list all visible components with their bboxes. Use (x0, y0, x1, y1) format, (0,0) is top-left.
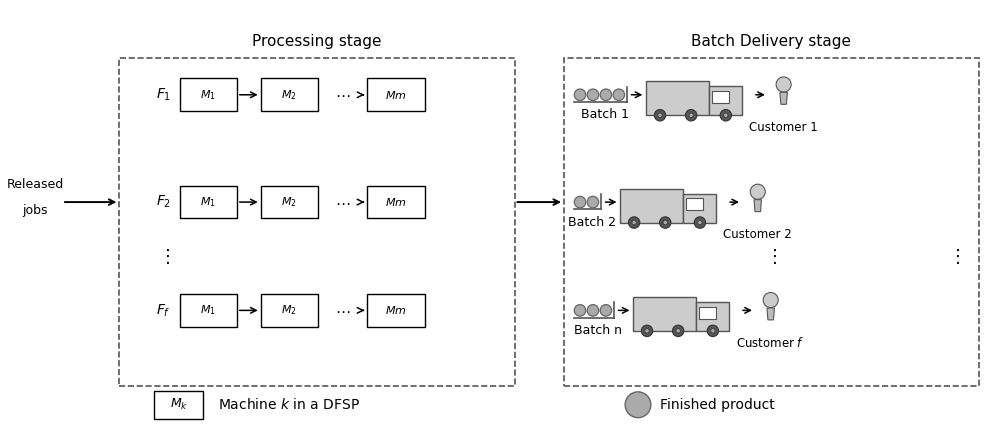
Text: $M_1$: $M_1$ (200, 88, 216, 102)
Text: $Mm$: $Mm$ (385, 196, 407, 208)
Text: $\vdots$: $\vdots$ (765, 247, 777, 266)
Text: Processing stage: Processing stage (252, 34, 382, 49)
Bar (712, 91, 729, 103)
Circle shape (676, 329, 680, 333)
Polygon shape (754, 199, 761, 211)
Text: Batch 1: Batch 1 (581, 109, 629, 121)
Text: $F_1$: $F_1$ (156, 87, 171, 103)
Circle shape (698, 221, 702, 225)
Circle shape (587, 196, 599, 208)
Text: $\cdots$: $\cdots$ (335, 303, 350, 318)
Circle shape (587, 305, 599, 316)
Text: $M_2$: $M_2$ (281, 303, 297, 317)
Text: $\vdots$: $\vdots$ (948, 247, 960, 266)
Circle shape (694, 217, 706, 228)
Text: $F_2$: $F_2$ (156, 194, 171, 210)
Circle shape (600, 89, 612, 100)
Text: $M_2$: $M_2$ (281, 195, 297, 209)
Circle shape (625, 392, 651, 418)
Circle shape (689, 113, 693, 118)
Bar (367, 79, 425, 111)
Circle shape (641, 325, 653, 337)
Text: Customer 1: Customer 1 (749, 121, 818, 133)
Polygon shape (767, 308, 774, 320)
Circle shape (720, 109, 731, 121)
Text: Machine $k$ in a DFSP: Machine $k$ in a DFSP (218, 397, 360, 412)
Circle shape (672, 325, 684, 337)
Bar (261, 294, 318, 327)
Circle shape (587, 89, 599, 100)
Text: $\cdots$: $\cdots$ (335, 87, 350, 102)
Bar (180, 79, 237, 111)
Bar (620, 189, 683, 223)
Bar (180, 186, 237, 218)
Circle shape (574, 305, 586, 316)
Text: $Mm$: $Mm$ (385, 89, 407, 101)
Text: $M_1$: $M_1$ (200, 195, 216, 209)
Text: Released: Released (7, 178, 64, 191)
Text: jobs: jobs (23, 203, 48, 217)
Text: $\vdots$: $\vdots$ (158, 247, 170, 266)
Text: $\cdots$: $\cdots$ (335, 195, 350, 210)
Circle shape (707, 325, 719, 337)
Bar (367, 294, 425, 327)
Circle shape (763, 293, 778, 308)
Bar (646, 82, 709, 115)
Polygon shape (780, 92, 787, 104)
Circle shape (613, 89, 625, 100)
Circle shape (685, 109, 697, 121)
Circle shape (628, 217, 640, 228)
Circle shape (645, 329, 649, 333)
Circle shape (711, 329, 715, 333)
Bar (261, 186, 318, 218)
Text: Customer 2: Customer 2 (723, 228, 792, 241)
Circle shape (660, 217, 671, 228)
Circle shape (750, 184, 765, 199)
Circle shape (658, 113, 662, 118)
Text: $M_k$: $M_k$ (170, 397, 188, 412)
Bar (683, 194, 716, 223)
Bar (709, 86, 742, 115)
Bar (699, 307, 716, 319)
Text: Batch n: Batch n (574, 324, 622, 337)
Text: $F_f$: $F_f$ (156, 302, 171, 319)
Text: $M_2$: $M_2$ (281, 88, 297, 102)
Text: $M_1$: $M_1$ (200, 303, 216, 317)
Circle shape (663, 221, 667, 225)
Text: Customer $f$: Customer $f$ (736, 336, 805, 350)
Circle shape (776, 77, 791, 92)
Circle shape (574, 89, 586, 100)
Bar (633, 297, 696, 331)
Bar (154, 391, 203, 419)
Bar (696, 302, 729, 331)
Bar (180, 294, 237, 327)
Text: Finished product: Finished product (660, 398, 774, 412)
Bar (686, 198, 703, 211)
Bar (261, 79, 318, 111)
Bar (119, 58, 515, 386)
Circle shape (632, 221, 636, 225)
Text: $Mm$: $Mm$ (385, 304, 407, 316)
Circle shape (574, 196, 586, 208)
Circle shape (724, 113, 728, 118)
Bar (564, 58, 979, 386)
Text: Batch Delivery stage: Batch Delivery stage (691, 34, 851, 49)
Text: Batch 2: Batch 2 (568, 216, 616, 229)
Circle shape (654, 109, 666, 121)
Bar (367, 186, 425, 218)
Circle shape (600, 305, 612, 316)
